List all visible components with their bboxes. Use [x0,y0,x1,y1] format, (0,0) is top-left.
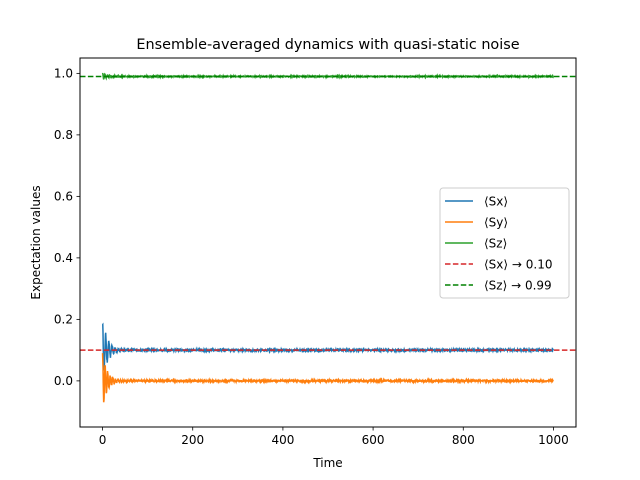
y-axis-ticks: 0.0 0.2 0.4 0.6 0.8 1.0 [54,67,80,388]
series-line-sy [101,353,554,403]
legend-entry-label: ⟨Sz⟩ → 0.99 [484,278,552,292]
legend-box [439,187,570,299]
x-axis-ticks: 0 200 400 600 800 1000 [99,427,569,447]
y-tick-label: 0.4 [54,251,73,265]
plot-frame [79,57,577,428]
x-tick-label: 400 [271,433,294,447]
x-tick-label: 200 [181,433,204,447]
legend-entry-label: ⟨Sx⟩ [484,194,508,208]
y-tick-label: 0.8 [54,128,73,142]
legend-entry-label: ⟨Sy⟩ [484,215,508,229]
legend: ⟨Sx⟩ ⟨Sy⟩ ⟨Sz⟩ ⟨Sx⟩ → 0.10 ⟨Sz⟩ → 0.99 [439,187,570,299]
x-tick-label: 800 [452,433,475,447]
chart-title: Ensemble-averaged dynamics with quasi-st… [136,37,519,53]
x-axis-label: Time [312,456,342,470]
x-tick-label: 600 [362,433,385,447]
y-tick-label: 0.2 [54,313,73,327]
legend-entry-label: ⟨Sx⟩ → 0.10 [484,257,552,271]
x-tick-label: 1000 [538,433,569,447]
reference-lines-layer [80,75,576,351]
y-tick-label: 0.0 [54,374,73,388]
y-tick-label: 1.0 [54,67,73,81]
y-axis-label: Expectation values [29,185,43,299]
y-tick-label: 0.6 [54,190,73,204]
legend-entry-label: ⟨Sz⟩ [484,236,507,250]
x-tick-label: 0 [99,433,107,447]
